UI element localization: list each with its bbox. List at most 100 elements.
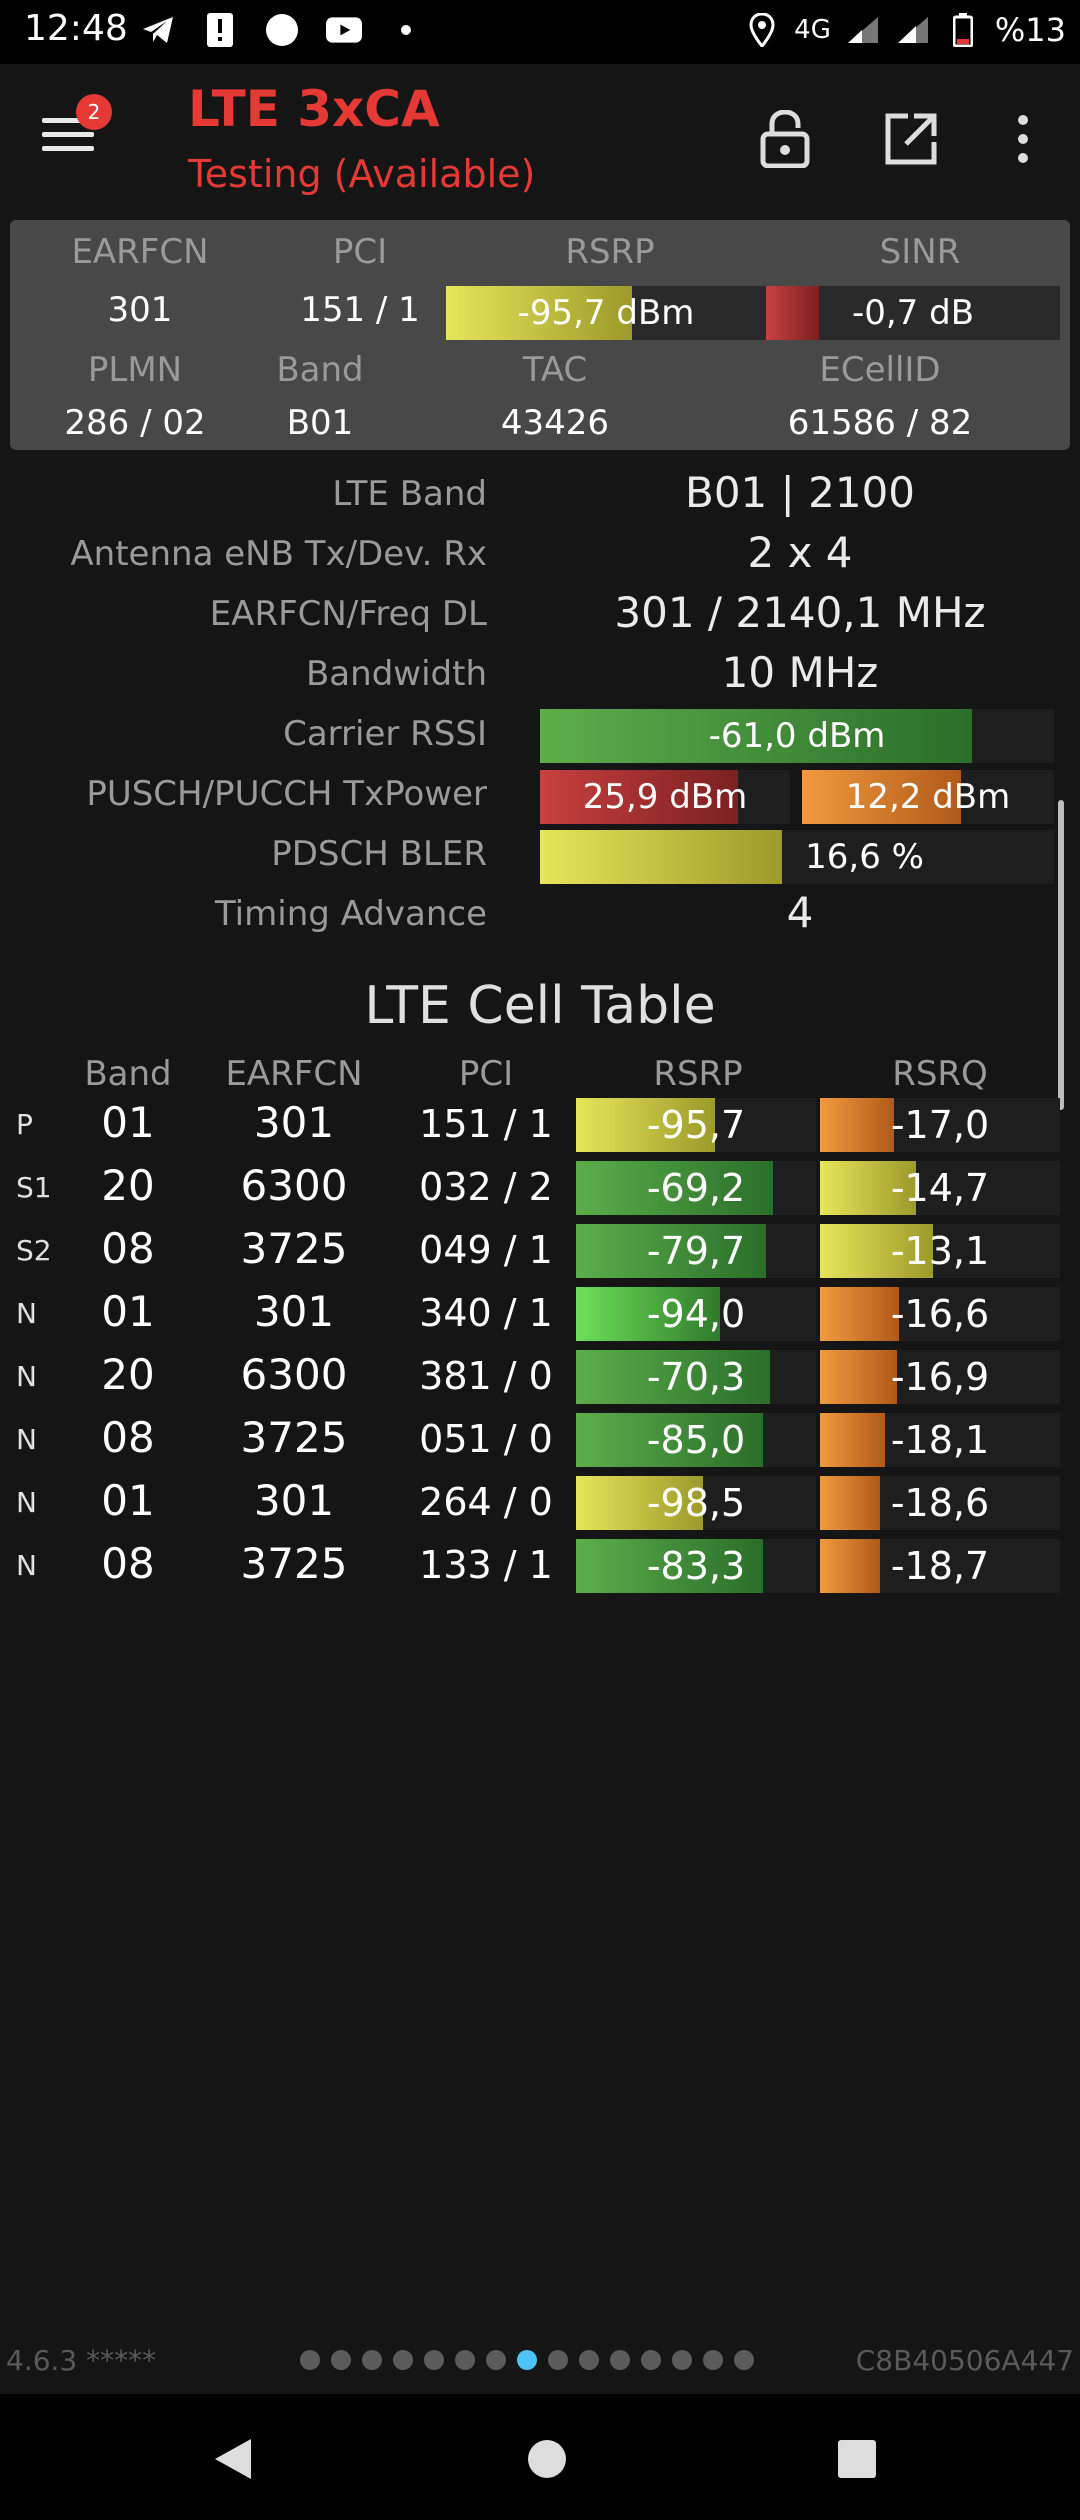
pdsch-bler-fill bbox=[540, 830, 782, 884]
overflow-menu-button[interactable] bbox=[988, 104, 1058, 174]
menu-button[interactable] bbox=[42, 108, 98, 164]
cell-rsrq-value: -18,7 bbox=[890, 1544, 990, 1588]
home-button[interactable] bbox=[512, 2424, 582, 2494]
pdsch-bler-bar: 16,6 % bbox=[540, 830, 1054, 884]
cell-rsrp-bar: -70,3 bbox=[576, 1350, 816, 1404]
pucch-txpower-value: 12,2 dBm bbox=[845, 777, 1011, 817]
table-row: N 20 6300 381 / 0 -70,3 -16,9 bbox=[0, 1348, 1080, 1408]
page-dot[interactable] bbox=[641, 2350, 661, 2370]
cell-rsrq-fill bbox=[820, 1161, 916, 1215]
ecellid-value: 61586 / 82 bbox=[787, 403, 973, 443]
page-dot[interactable] bbox=[393, 2350, 413, 2370]
cell-type: S1 bbox=[16, 1171, 52, 1204]
cell-rsrq-fill bbox=[820, 1413, 885, 1467]
cell-rsrp-bar: -94,0 bbox=[576, 1287, 816, 1341]
external-link-icon bbox=[885, 113, 937, 165]
signal-icon bbox=[845, 10, 881, 50]
earfcn-freq-label: EARFCN/Freq DL bbox=[209, 594, 487, 634]
page-dot[interactable] bbox=[300, 2350, 320, 2370]
signal-icon-2 bbox=[895, 10, 931, 50]
cell-rsrq-value: -14,7 bbox=[890, 1166, 990, 1210]
recents-button[interactable] bbox=[822, 2424, 892, 2494]
col-rsrp-header: RSRP bbox=[653, 1054, 743, 1094]
table-row: N 01 301 264 / 0 -98,5 -18,6 bbox=[0, 1474, 1080, 1534]
cell-earfcn: 3725 bbox=[240, 1413, 348, 1462]
lock-button[interactable] bbox=[750, 104, 820, 174]
pusch-txpower-value: 25,9 dBm bbox=[582, 777, 748, 817]
cell-type: P bbox=[16, 1108, 33, 1141]
pdsch-bler-label: PDSCH BLER bbox=[271, 834, 487, 874]
rsrp-header: RSRP bbox=[565, 232, 655, 272]
table-row: N 08 3725 133 / 1 -83,3 -18,7 bbox=[0, 1537, 1080, 1597]
page-dot[interactable] bbox=[548, 2350, 568, 2370]
earfcn-freq-value: 301 / 2140,1 MHz bbox=[614, 588, 986, 637]
dot-icon bbox=[388, 10, 424, 50]
clock: 12:48 bbox=[24, 8, 128, 49]
page-dot[interactable] bbox=[486, 2350, 506, 2370]
cell-earfcn: 3725 bbox=[240, 1539, 348, 1588]
cell-earfcn: 3725 bbox=[240, 1224, 348, 1273]
cell-rsrp-fill bbox=[576, 1098, 716, 1152]
cell-rsrq-fill bbox=[820, 1287, 900, 1341]
battery-icon bbox=[945, 10, 981, 50]
page-dot[interactable] bbox=[331, 2350, 351, 2370]
cell-rsrp-bar: -69,2 bbox=[576, 1161, 816, 1215]
col-earfcn-header: EARFCN bbox=[225, 1054, 363, 1094]
bandwidth-value: 10 MHz bbox=[721, 648, 879, 697]
pusch-txpower-bar: 25,9 dBm bbox=[540, 770, 790, 824]
plmn-value: 286 / 02 bbox=[64, 403, 206, 443]
cell-rsrq-fill bbox=[820, 1476, 880, 1530]
page-dot[interactable] bbox=[734, 2350, 754, 2370]
cell-earfcn: 301 bbox=[253, 1476, 335, 1525]
back-button[interactable] bbox=[198, 2424, 268, 2494]
pci-header: PCI bbox=[332, 232, 388, 272]
page-indicator bbox=[300, 2350, 754, 2370]
carrier-rssi-value: -61,0 dBm bbox=[708, 716, 886, 756]
page-dot[interactable] bbox=[455, 2350, 475, 2370]
youtube-icon bbox=[326, 10, 362, 50]
cell-pci: 264 / 0 bbox=[419, 1480, 553, 1524]
band-value: B01 bbox=[286, 403, 354, 443]
cell-band: 01 bbox=[101, 1476, 155, 1525]
open-external-button[interactable] bbox=[876, 104, 946, 174]
network-type: 4G bbox=[794, 15, 831, 45]
page-dot[interactable] bbox=[362, 2350, 382, 2370]
circle-icon bbox=[264, 10, 300, 50]
cell-earfcn: 6300 bbox=[240, 1161, 348, 1210]
table-row: S2 08 3725 049 / 1 -79,7 -13,1 bbox=[0, 1222, 1080, 1282]
page-dot[interactable] bbox=[672, 2350, 692, 2370]
battery-level: %13 bbox=[994, 11, 1066, 49]
tac-value: 43426 bbox=[500, 403, 610, 443]
earfcn-value: 301 bbox=[107, 290, 173, 330]
page-dot[interactable] bbox=[517, 2350, 537, 2370]
cell-rsrp-fill bbox=[576, 1224, 766, 1278]
page-dot[interactable] bbox=[579, 2350, 599, 2370]
antenna-label: Antenna eNB Tx/Dev. Rx bbox=[70, 534, 487, 574]
cell-band: 08 bbox=[101, 1413, 155, 1462]
cell-rsrq-value: -16,9 bbox=[890, 1355, 990, 1399]
cell-rsrp-value: -70,3 bbox=[646, 1355, 746, 1399]
cell-band: 20 bbox=[101, 1161, 155, 1210]
cell-rsrp-value: -85,0 bbox=[646, 1418, 746, 1462]
earfcn-header: EARFCN bbox=[71, 232, 209, 272]
cell-rsrp-fill bbox=[576, 1539, 764, 1593]
location-icon bbox=[744, 10, 780, 50]
more-vert-icon bbox=[1018, 115, 1028, 163]
table-row: P 01 301 151 / 1 -95,7 -17,0 bbox=[0, 1096, 1080, 1156]
page-dot[interactable] bbox=[610, 2350, 630, 2370]
sinr-header: SINR bbox=[879, 232, 961, 272]
page-dot[interactable] bbox=[703, 2350, 723, 2370]
recents-icon bbox=[838, 2440, 876, 2478]
page-dot[interactable] bbox=[424, 2350, 444, 2370]
telegram-icon bbox=[140, 10, 176, 50]
cell-pci: 032 / 2 bbox=[419, 1165, 553, 1209]
sinr-value: -0,7 dB bbox=[851, 293, 975, 333]
ecellid-header: ECellID bbox=[819, 350, 941, 390]
cell-rsrp-bar: -79,7 bbox=[576, 1224, 816, 1278]
scrollbar[interactable] bbox=[1058, 800, 1064, 1110]
cell-pci: 340 / 1 bbox=[419, 1291, 553, 1335]
cell-earfcn: 301 bbox=[253, 1098, 335, 1147]
back-icon bbox=[215, 2439, 251, 2479]
cell-earfcn: 301 bbox=[253, 1287, 335, 1336]
col-rsrq-header: RSRQ bbox=[892, 1054, 988, 1094]
